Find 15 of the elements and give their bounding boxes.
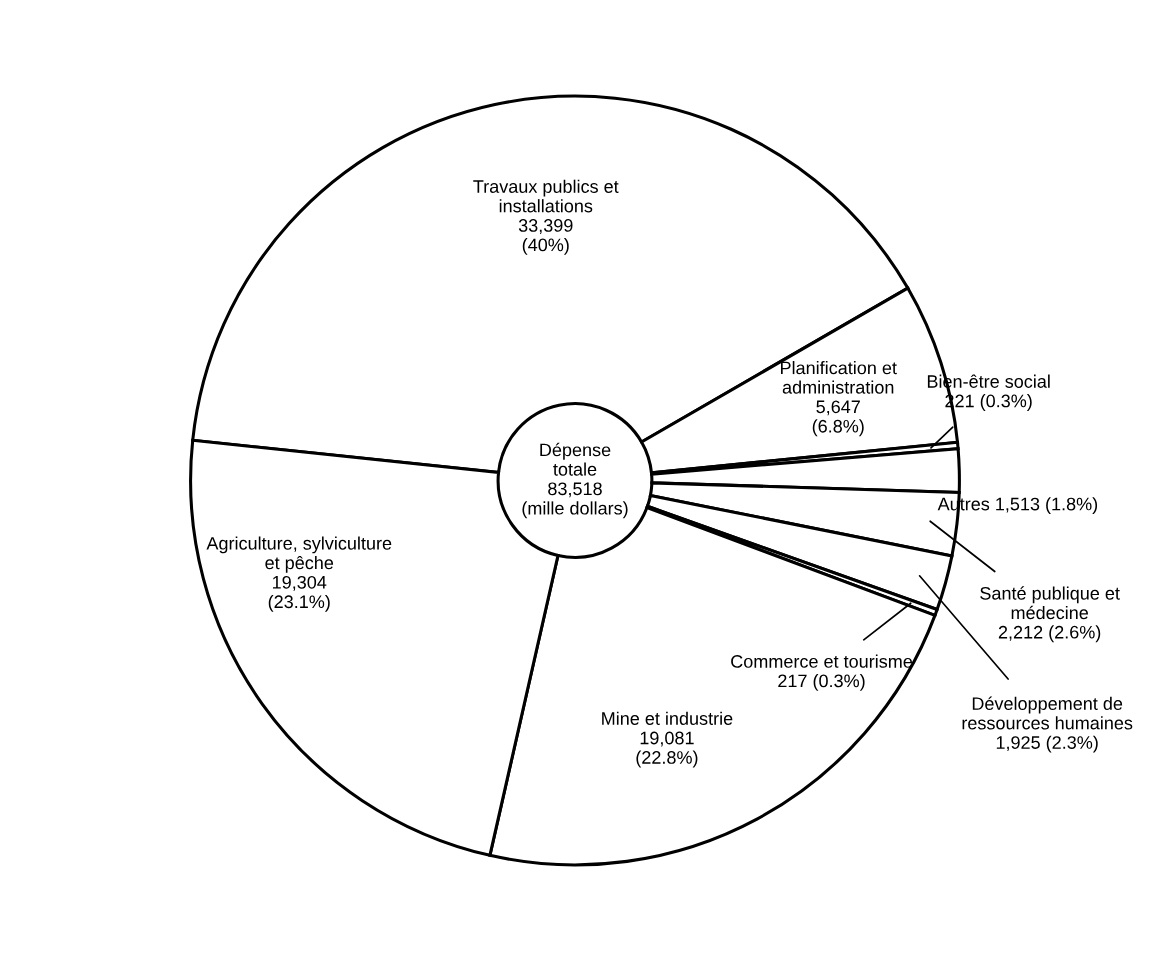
slice-label: Mine et industrie [602,711,733,725]
slice-label: Développement de ressources humaines [962,696,1133,730]
legend-label: Commerce et tourisme [731,654,913,668]
data-label: 33,399 (40%) [518,219,573,255]
data-label: 1,925 (2.3%) [996,735,1098,753]
slice-label: Agriculture, sylviculture et pêche [206,536,392,573]
slice-label: Santé publique et médecine [980,586,1120,620]
data-label: 19,304 (23.1%) [268,575,330,612]
data-label: 5,647 (6.8%) [812,400,864,437]
data-label: 217 (0.3%) [778,674,865,691]
slice-label: Planification et administration [781,361,897,394]
text: Dépense totale 83,518 (mille dollars) [522,442,628,519]
data-label: 19,081 (22.8%) [636,731,698,768]
data-label: 2,212 (2.6%) [998,625,1101,643]
slice-label: Travaux publics et installations [473,179,619,213]
